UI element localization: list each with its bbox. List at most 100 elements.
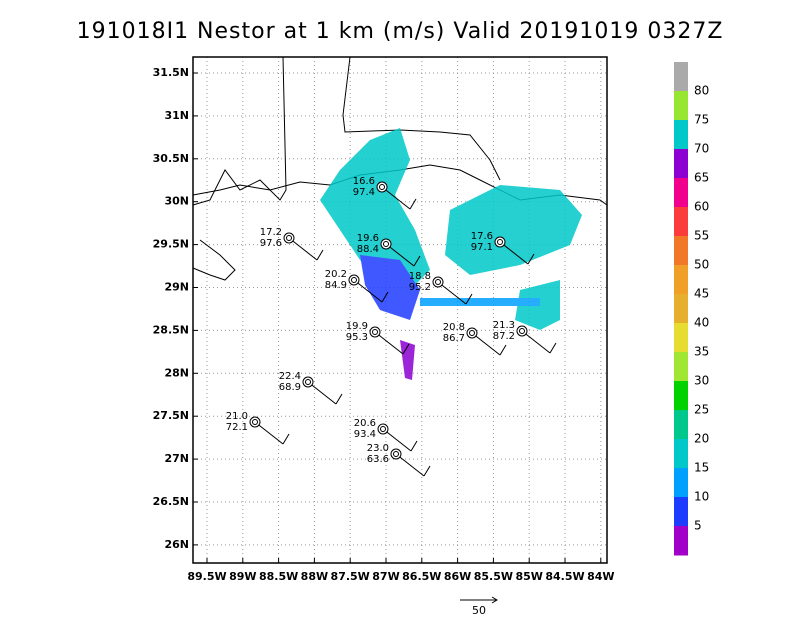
station-pressure: 63.6: [367, 454, 389, 465]
colorbar-label: 75: [694, 113, 709, 127]
wind-barb: [549, 342, 557, 354]
station-ring: [494, 236, 506, 248]
lon-label: 85.5W: [474, 570, 513, 583]
station-speed: 23.0: [367, 443, 389, 454]
station-ring: [516, 325, 528, 337]
lon-label: 88.5W: [259, 570, 298, 583]
station-pressure: 68.9: [279, 382, 301, 393]
station-ring: [383, 241, 389, 247]
radar-echoes: [320, 128, 582, 380]
colorbar-label: 80: [694, 84, 709, 98]
station-ring: [369, 326, 381, 338]
wind-barb: [316, 249, 324, 261]
color-swatch: [674, 120, 688, 150]
color-swatch: [674, 497, 688, 527]
lat-label: 29N: [164, 281, 189, 294]
colorbar-label: 35: [694, 345, 709, 359]
lat-label: 31.5N: [153, 66, 189, 79]
color-swatch: [674, 62, 688, 92]
lat-label: 26.5N: [153, 495, 189, 508]
lon-label: 86W: [444, 570, 471, 583]
station-ring: [252, 419, 258, 425]
lat-label: 28N: [164, 366, 189, 379]
wind-barb: [465, 293, 473, 305]
lat-label: 27.5N: [153, 409, 189, 422]
station-pressure: 97.1: [471, 242, 493, 253]
wind-barb: [499, 241, 529, 265]
wind-barb: [307, 381, 337, 405]
color-swatch: [674, 178, 688, 208]
station-ring: [348, 274, 360, 286]
station-ring: [497, 239, 503, 245]
station-ring: [376, 181, 388, 193]
echo: [445, 185, 582, 275]
wind-barb: [410, 440, 418, 452]
lon-label: 85W: [515, 570, 542, 583]
wind-barb: [499, 344, 507, 356]
color-swatch: [674, 439, 688, 469]
station-speed: 21.0: [226, 411, 248, 422]
station-speed: 20.8: [443, 322, 465, 333]
colorbar-label: 50: [694, 258, 709, 272]
color-swatch: [674, 410, 688, 440]
station-ring: [372, 329, 378, 335]
colorbar-label: 5: [694, 519, 702, 533]
color-swatch: [674, 526, 688, 556]
station-ring: [519, 328, 525, 334]
colorbar: 80 75 70 65 60 55 50 45 40 35 30 25 20 15 10 5: [674, 62, 709, 556]
wind-barb: [374, 331, 404, 355]
station-pressure: 95.3: [346, 332, 368, 343]
scale-label: 50: [472, 604, 486, 617]
axes: 89.5W 89W 88.5W 88W 87.5W 87W 86.5W 86W 85.5W 85W…: [153, 66, 615, 583]
station-ring: [351, 277, 357, 283]
color-swatch: [674, 207, 688, 237]
colorbar-label: 25: [694, 403, 709, 417]
lat-label: 26N: [164, 538, 189, 551]
wind-barb: [409, 198, 417, 210]
station-ring: [380, 426, 386, 432]
station-speed: 21.3: [493, 320, 515, 331]
station-speed: 20.6: [354, 418, 376, 429]
lon-label: 89.5W: [187, 570, 226, 583]
wind-barb: [395, 453, 425, 477]
border: [342, 56, 351, 116]
color-swatch: [674, 352, 688, 382]
station-ring: [305, 379, 311, 385]
station-pressure: 87.2: [493, 331, 515, 342]
color-swatch: [674, 265, 688, 295]
lat-label: 30N: [164, 195, 189, 208]
colorbar-label: 15: [694, 461, 709, 475]
wind-barb: [282, 433, 290, 445]
stations: 16.697.4 17.297.6 19.688.4 17.697.1 20.284.9…: [226, 176, 557, 477]
wind-barb: [521, 330, 551, 354]
station-ring: [435, 279, 441, 285]
lat-label: 30.5N: [153, 152, 189, 165]
station-pressure: 97.4: [353, 187, 375, 198]
wind-barb: [385, 243, 415, 267]
echo: [420, 298, 540, 306]
colorbar-label: 10: [694, 490, 709, 504]
station-speed: 17.6: [471, 231, 493, 242]
station-ring: [432, 276, 444, 288]
station-ring: [377, 423, 389, 435]
station-pressure: 95.2: [409, 282, 431, 293]
border: [342, 114, 501, 181]
color-swatch: [674, 294, 688, 324]
coast: [192, 239, 236, 281]
scale-arrow-head: [491, 596, 498, 604]
wind-barb: [254, 421, 284, 445]
wind-barb: [402, 343, 410, 355]
station-pressure: 97.6: [260, 238, 282, 249]
color-swatch: [674, 149, 688, 179]
lat-label: 29.5N: [153, 238, 189, 251]
station-pressure: 84.9: [325, 280, 347, 291]
station-pressure: 86.7: [443, 333, 465, 344]
station-ring: [466, 327, 478, 339]
station-speed: 19.9: [346, 321, 368, 332]
wind-barb: [381, 291, 389, 303]
echo: [320, 128, 430, 290]
colorbar-label: 70: [694, 142, 709, 156]
wind-barb: [288, 237, 318, 261]
station-ring: [469, 330, 475, 336]
colorbar-label: 45: [694, 287, 709, 301]
